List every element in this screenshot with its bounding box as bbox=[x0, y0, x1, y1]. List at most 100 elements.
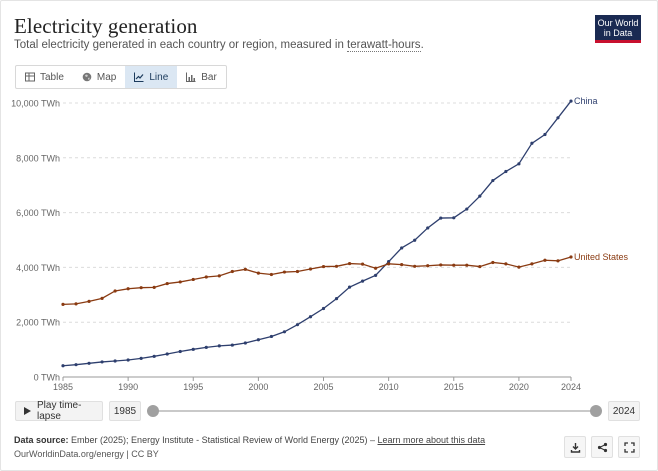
data-point-united-states bbox=[347, 261, 352, 266]
timeline-start-handle[interactable] bbox=[147, 405, 159, 417]
data-point-united-states bbox=[152, 285, 156, 290]
credit-line: OurWorldinData.org/energy | CC BY bbox=[14, 449, 159, 459]
tab-bar-label: Bar bbox=[201, 71, 217, 83]
data-point-united-states bbox=[74, 302, 78, 306]
share-icon bbox=[597, 442, 607, 452]
data-point-united-states bbox=[204, 275, 208, 279]
data-point-china bbox=[347, 285, 352, 289]
data-point-china bbox=[100, 360, 104, 364]
data-point-united-states bbox=[569, 255, 573, 259]
chart-subtitle: Total electricity generated in each coun… bbox=[14, 39, 424, 52]
x-tick-label: 2000 bbox=[248, 382, 268, 392]
x-tick-label: 2024 bbox=[561, 382, 581, 392]
data-point-united-states bbox=[491, 260, 495, 265]
download-icon bbox=[570, 442, 580, 453]
y-tick-label: 10,000 TWh bbox=[11, 99, 60, 109]
fullscreen-button[interactable] bbox=[618, 436, 640, 458]
data-point-united-states bbox=[334, 264, 339, 268]
series-label-united-states: United States bbox=[574, 252, 629, 262]
data-point-united-states bbox=[321, 264, 326, 269]
data-point-united-states bbox=[217, 274, 221, 278]
data-source: Data source: Ember (2025); Energy Instit… bbox=[14, 435, 486, 445]
data-point-china bbox=[452, 216, 456, 220]
data-point-china bbox=[504, 169, 508, 174]
data-point-united-states bbox=[61, 302, 65, 306]
owid-logo[interactable]: Our World in Data bbox=[595, 15, 641, 43]
term-link[interactable]: terawatt-hours bbox=[347, 39, 421, 52]
timeline-end-handle[interactable] bbox=[590, 405, 602, 417]
data-point-china bbox=[439, 216, 443, 220]
page-title: Electricity generation bbox=[14, 14, 198, 38]
data-point-united-states bbox=[256, 271, 260, 275]
y-tick-label: 4,000 TWh bbox=[16, 263, 60, 273]
y-tick-label: 2,000 TWh bbox=[16, 318, 60, 328]
data-point-china bbox=[87, 361, 91, 365]
data-point-china bbox=[374, 273, 378, 277]
download-button[interactable] bbox=[564, 436, 586, 458]
data-point-united-states bbox=[269, 272, 274, 277]
data-point-china bbox=[491, 178, 495, 183]
globe-icon bbox=[82, 72, 92, 82]
y-tick-label: 0 TWh bbox=[34, 373, 60, 383]
data-point-china bbox=[165, 352, 169, 356]
data-point-china bbox=[243, 341, 247, 345]
data-point-united-states bbox=[400, 263, 404, 267]
data-point-china bbox=[465, 207, 469, 211]
data-point-china bbox=[256, 338, 260, 342]
series-line-united-states bbox=[62, 256, 572, 306]
data-point-united-states bbox=[243, 267, 247, 271]
data-point-china bbox=[178, 349, 182, 354]
data-point-china bbox=[334, 297, 339, 301]
timeline-end-label[interactable]: 2024 bbox=[608, 401, 640, 421]
data-point-united-states bbox=[556, 259, 560, 263]
data-point-united-states bbox=[465, 263, 469, 267]
line-chart-icon bbox=[134, 72, 144, 82]
data-point-united-states bbox=[387, 262, 391, 266]
x-tick-label: 2015 bbox=[444, 382, 464, 392]
data-point-united-states bbox=[126, 287, 130, 291]
data-point-united-states bbox=[543, 258, 547, 262]
data-point-china bbox=[517, 162, 521, 166]
data-point-china bbox=[360, 279, 365, 283]
tab-bar[interactable]: Bar bbox=[177, 66, 226, 88]
x-tick-label: 1990 bbox=[118, 382, 138, 392]
data-point-china bbox=[400, 246, 404, 250]
data-point-united-states bbox=[100, 296, 104, 300]
data-point-china bbox=[230, 343, 234, 347]
data-point-china bbox=[282, 330, 287, 334]
data-point-united-states bbox=[113, 289, 117, 293]
data-point-china bbox=[569, 99, 573, 103]
data-point-united-states bbox=[413, 264, 417, 268]
data-point-china bbox=[269, 334, 274, 339]
bar-chart-icon bbox=[186, 72, 196, 82]
data-point-united-states bbox=[517, 265, 521, 269]
timeline-track[interactable] bbox=[153, 410, 596, 412]
data-point-united-states bbox=[139, 286, 143, 290]
y-tick-label: 6,000 TWh bbox=[16, 208, 60, 218]
x-tick-label: 2010 bbox=[379, 382, 399, 392]
data-point-china bbox=[530, 141, 534, 145]
tab-map[interactable]: Map bbox=[73, 66, 125, 88]
tab-line[interactable]: Line bbox=[125, 66, 178, 88]
data-point-china bbox=[321, 306, 326, 311]
table-icon bbox=[25, 72, 35, 82]
timeline-start-label[interactable]: 1985 bbox=[109, 401, 141, 421]
data-point-china bbox=[152, 354, 156, 358]
data-point-china bbox=[295, 323, 300, 327]
x-tick-label: 2005 bbox=[313, 382, 333, 392]
tab-line-label: Line bbox=[149, 71, 169, 83]
data-point-china bbox=[113, 359, 117, 363]
data-point-united-states bbox=[282, 270, 287, 274]
tab-table-label: Table bbox=[40, 71, 64, 83]
tab-map-label: Map bbox=[96, 71, 117, 83]
x-tick-label: 1995 bbox=[183, 382, 203, 392]
series-label-china: China bbox=[574, 96, 598, 106]
data-point-united-states bbox=[530, 262, 534, 266]
play-timelapse-button[interactable]: Play time-lapse bbox=[15, 400, 103, 422]
data-point-china bbox=[556, 116, 560, 120]
share-button[interactable] bbox=[591, 436, 613, 458]
line-chart: 0 TWh 2,000 TWh 4,000 TWh 6,000 TWh 8,000 TW… bbox=[11, 96, 629, 392]
learn-more-link[interactable]: Learn more about this data bbox=[377, 435, 486, 445]
data-point-united-states bbox=[178, 280, 182, 284]
tab-table[interactable]: Table bbox=[16, 66, 73, 88]
